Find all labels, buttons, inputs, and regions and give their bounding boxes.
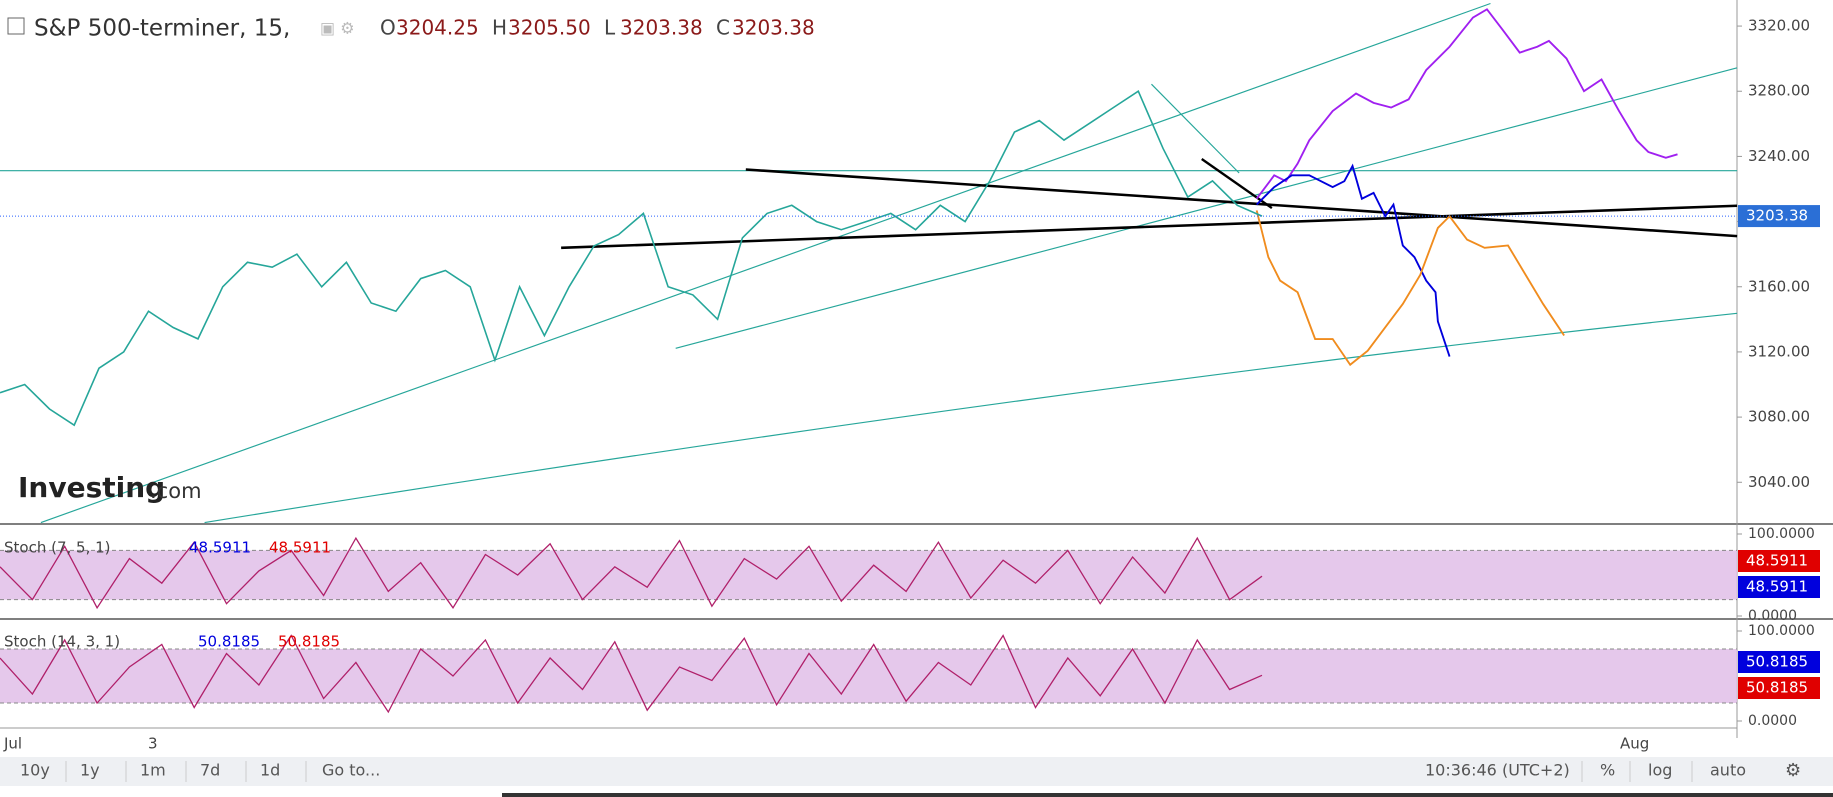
watermark-brand: Investing <box>18 471 165 504</box>
stoch-tick-label: 0.0000 <box>1748 608 1797 624</box>
goto-button[interactable]: Go to... <box>322 761 380 780</box>
symbol-title: S&P 500-terminer, 15, <box>34 16 290 42</box>
ohlc-label: H <box>492 16 507 40</box>
price-tick-label: 3080.00 <box>1748 408 1810 426</box>
trend-line <box>561 204 1738 250</box>
projection-path <box>1255 8 1678 200</box>
price-tick-label: 3320.00 <box>1748 17 1810 35</box>
trend-line <box>1151 83 1240 174</box>
overbought-band <box>0 550 1737 600</box>
ohlc-label: L <box>604 16 616 40</box>
trend-line <box>204 312 1738 524</box>
trend-line <box>40 2 1491 524</box>
stoch-d: 48.5911 <box>269 539 331 557</box>
projection-path <box>1255 210 1565 367</box>
range-button[interactable]: 10y <box>20 761 50 780</box>
ohlc-value: 3204.25 <box>396 16 479 40</box>
range-button[interactable]: 1d <box>260 761 280 780</box>
stoch-k-box <box>1738 576 1820 598</box>
overbought-band <box>0 649 1737 703</box>
ohlc-value: 3205.50 <box>508 16 591 40</box>
ohlc-value: 3203.38 <box>732 16 815 40</box>
option-button[interactable]: log <box>1648 761 1672 780</box>
stoch-d-value: 48.5911 <box>1746 552 1808 570</box>
stoch-label: Stoch (7, 5, 1) <box>4 539 111 557</box>
stoch-k: 50.8185 <box>198 633 260 651</box>
stoch-k: 48.5911 <box>189 539 251 557</box>
stoch-tick-label: 0.0000 <box>1748 713 1797 729</box>
stoch-k-box <box>1738 677 1820 699</box>
stoch-tick-label: 100.0000 <box>1748 526 1815 542</box>
settings-icons: ▣ ⚙ <box>320 19 355 38</box>
ohlc-value: 3203.38 <box>620 16 703 40</box>
stoch-k-value: 50.8185 <box>1746 679 1808 697</box>
last-price-label: 3203.38 <box>1746 207 1808 225</box>
price-tick-label: 3160.00 <box>1748 277 1810 295</box>
stoch-line <box>0 536 1263 610</box>
trend-line <box>675 67 1738 349</box>
last-price-box <box>1738 205 1820 228</box>
stoch-k-value: 48.5911 <box>1746 578 1808 596</box>
time-label: 3 <box>148 735 158 753</box>
watermark-suffix: .com <box>150 479 202 503</box>
projection-path <box>1256 163 1451 357</box>
stoch-tick-label: 100.0000 <box>1748 623 1815 639</box>
trend-line <box>745 168 1738 238</box>
range-button[interactable]: 1m <box>140 761 166 780</box>
price-line <box>0 90 1263 427</box>
ohlc-label: C <box>716 16 730 40</box>
range-button[interactable]: 1y <box>80 761 100 780</box>
stoch-d-value: 50.8185 <box>1746 653 1808 671</box>
time-label: Jul <box>3 735 22 753</box>
stoch-d-box <box>1738 651 1820 673</box>
stoch-label: Stoch (14, 3, 1) <box>4 633 120 651</box>
scrollbar <box>502 793 1833 797</box>
option-button[interactable]: % <box>1600 761 1615 780</box>
settings-button[interactable]: ⚙ <box>1785 760 1801 781</box>
price-tick-label: 3280.00 <box>1748 82 1810 100</box>
range-button[interactable]: 7d <box>200 761 220 780</box>
time-label: Aug <box>1620 735 1649 753</box>
drawings <box>0 2 1738 524</box>
collapse-icon[interactable] <box>7 17 25 35</box>
price-tick-label: 3120.00 <box>1748 342 1810 360</box>
stoch-d-box <box>1738 550 1820 572</box>
ohlc-label: O <box>380 16 396 40</box>
stoch-d: 50.8185 <box>278 633 340 651</box>
clock: 10:36:46 (UTC+2) <box>1425 761 1570 780</box>
stoch-line <box>0 634 1263 714</box>
price-tick-label: 3240.00 <box>1748 147 1810 165</box>
price-tick-label: 3040.00 <box>1748 473 1810 491</box>
option-button[interactable]: auto <box>1710 761 1746 780</box>
